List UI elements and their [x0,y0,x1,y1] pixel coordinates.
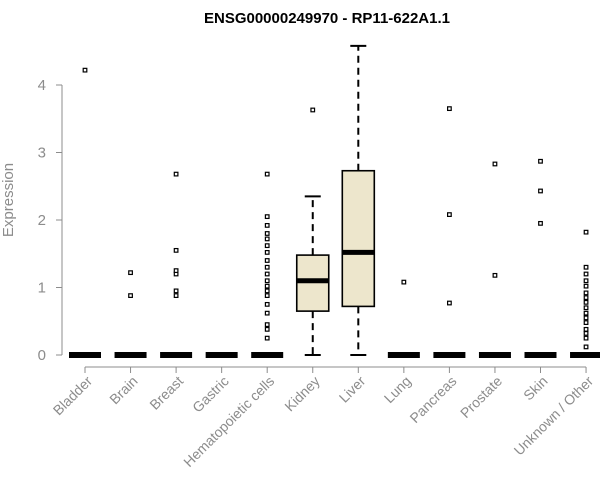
box-bladder [69,67,101,358]
x-tick-label: Pancreas [406,373,459,426]
outlier-point [583,295,589,301]
outlier-point [583,320,589,325]
outlier-point [264,258,270,263]
outlier-point [173,171,179,177]
chart-title: ENSG00000249970 - RP11-622A1.1 [204,10,450,27]
outlier-point [583,326,589,332]
outlier-point [264,283,270,289]
outlier-point [583,264,589,270]
outlier-point [583,299,589,305]
box-unknown-other [570,229,600,358]
box-hematopoietic-cells [251,171,284,358]
outlier-point [447,300,452,306]
outlier-point [583,229,589,235]
outlier-point [583,344,589,350]
outlier-point [583,290,589,296]
outlier-point [538,220,543,226]
outlier-point [583,315,589,321]
y-tick-label: 4 [38,77,46,94]
y-tick-label: 0 [38,347,46,364]
outlier-point [264,171,270,177]
outlier-point [264,335,270,341]
outlier-point [401,279,407,285]
outlier-point [583,271,589,277]
y-axis: 0 1 2 3 4 [38,77,63,364]
boxplot-group [69,44,600,358]
box-brain [114,270,147,358]
box-kidney [295,107,330,356]
x-tick-label: Kidney [281,373,323,415]
outlier-point [264,214,270,220]
outlier-point [264,236,270,242]
outlier-point [447,212,452,218]
outlier-point [264,288,270,294]
y-tick-label: 3 [38,145,46,162]
y-tick-label: 1 [38,280,46,297]
x-tick-label: Liver [336,373,369,406]
outlier-point [264,243,270,249]
outlier-point [128,270,133,276]
outlier-point [264,271,270,277]
x-tick-label: Hematopoietic cells [180,373,277,470]
outlier-point [264,293,270,298]
outlier-point [583,335,589,341]
outlier-point [264,264,270,270]
outlier-point [264,301,270,307]
outlier-point [264,250,270,255]
y-axis-label: Expression [0,163,17,237]
outlier-point [264,223,270,228]
outlier-point [492,272,498,278]
outlier-point [447,106,452,112]
outlier-point [173,268,179,274]
outlier-point [173,288,179,294]
box-prostate [478,161,511,358]
outlier-point [583,310,589,316]
outlier-point [264,322,270,328]
box-lung [387,279,420,358]
x-tick-label: Bladder [50,373,96,419]
outlier-point [173,247,179,253]
box-skin [524,158,557,358]
outlier-point [583,331,589,336]
outlier-point [264,310,270,316]
outlier-point [264,326,270,332]
outlier-point [583,283,589,289]
outlier-point [583,305,589,311]
box-pancreas [433,106,466,358]
box-breast [160,171,193,358]
outlier-point [310,107,316,113]
x-tick-label: Unknown / Other [511,373,597,459]
outlier-point [538,158,543,164]
outlier-point [264,278,270,284]
outlier-point [82,67,88,73]
outlier-point [173,293,179,298]
x-tick-label: Skin [520,373,551,404]
x-tick-label: Breast [146,373,186,413]
x-tick-label: Lung [381,373,414,406]
outlier-point [538,188,543,194]
outlier-point [128,293,133,298]
box-iqr [341,169,376,308]
x-tick-label: Brain [106,373,140,407]
x-tick-label: Prostate [457,373,505,421]
outlier-point [264,231,270,236]
box-liver [341,44,376,356]
y-tick-label: 2 [38,212,46,229]
outlier-point [492,161,498,167]
outlier-point [583,278,589,284]
x-tick-label: Gastric [189,373,232,416]
